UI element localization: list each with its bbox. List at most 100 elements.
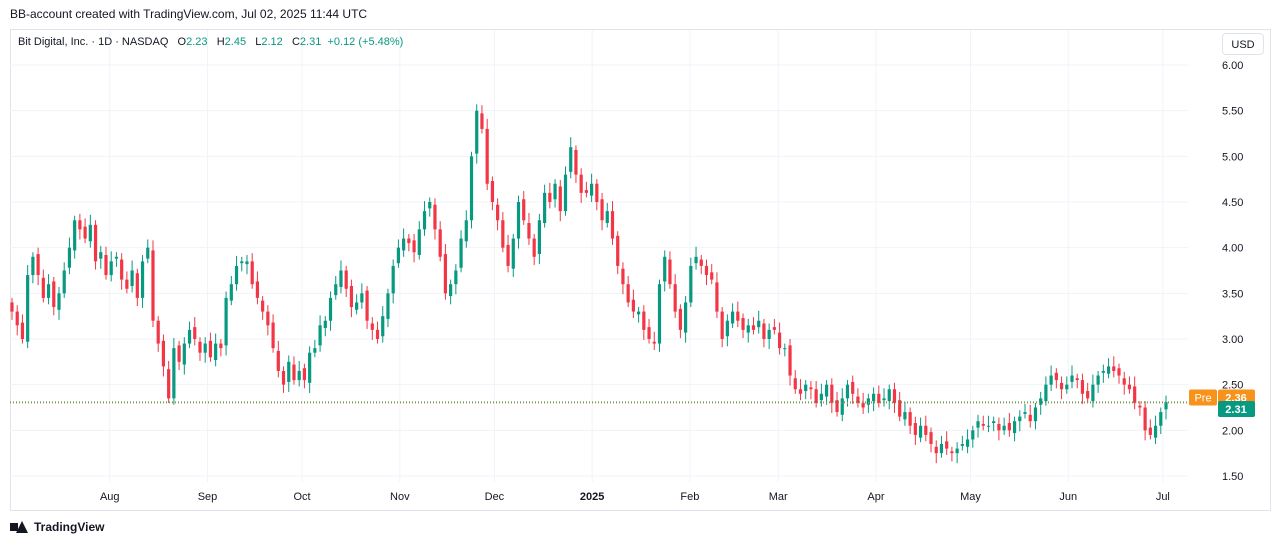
tradingview-footer[interactable]: TradingView [10, 520, 104, 534]
candle [856, 388, 860, 408]
candle [161, 334, 166, 377]
candle [417, 221, 421, 260]
candle-body [1028, 414, 1032, 422]
candle-body [438, 229, 442, 257]
candle [172, 338, 176, 405]
candle-body [245, 261, 249, 265]
candle [156, 316, 160, 352]
candle-body [1023, 412, 1027, 414]
candle [1133, 376, 1137, 410]
candle [1164, 395, 1168, 420]
candle [433, 198, 437, 240]
candle [402, 228, 406, 257]
candle-body [856, 396, 860, 403]
candle [140, 254, 145, 308]
candle [1018, 410, 1022, 432]
candle [877, 385, 881, 408]
candle [986, 415, 991, 433]
candle [485, 118, 489, 191]
candle [255, 271, 260, 305]
candle [736, 301, 740, 328]
candle [1044, 376, 1048, 406]
candle [20, 314, 25, 344]
candle [621, 262, 625, 295]
candle-body [1148, 427, 1152, 435]
candle [41, 269, 45, 303]
candle-body [830, 384, 834, 403]
candle-body [1018, 416, 1022, 422]
candle [600, 192, 604, 231]
candle [824, 380, 829, 405]
candle-body [772, 327, 776, 330]
candle-body [704, 265, 709, 276]
candle-body [276, 350, 280, 371]
candle-series [10, 104, 1168, 464]
candle [182, 337, 186, 375]
candle [1007, 412, 1011, 437]
candle-body [840, 398, 844, 415]
candle [10, 297, 14, 320]
candle [657, 279, 662, 352]
candle-body [1080, 380, 1085, 394]
candle-body [543, 192, 547, 224]
x-tick-label: Oct [294, 491, 311, 503]
candle [631, 289, 635, 318]
candle [375, 321, 380, 344]
candle [882, 388, 886, 407]
candle-body [10, 302, 14, 312]
candle-body [600, 199, 604, 221]
candle [871, 387, 876, 412]
candle [772, 318, 776, 335]
candle [381, 306, 385, 343]
candle-body [417, 229, 421, 255]
candle [537, 213, 541, 265]
candle-body [485, 128, 489, 184]
candle-body [99, 252, 103, 259]
candle [898, 391, 902, 422]
candle-body [689, 265, 693, 303]
candle-body [678, 308, 682, 330]
candle-body [156, 320, 160, 344]
candle-body [981, 423, 985, 426]
candle [193, 317, 197, 346]
candle [130, 260, 134, 293]
pre-label-box [1189, 389, 1217, 406]
last-price-box [1218, 401, 1255, 418]
candle-body [777, 332, 782, 349]
candle [637, 307, 641, 323]
candle [579, 168, 583, 203]
candle [992, 416, 996, 432]
candle [302, 363, 307, 389]
candle-body [130, 270, 134, 287]
candle [224, 291, 228, 356]
candle [840, 388, 844, 422]
candle-body [605, 211, 609, 224]
candle-body [845, 384, 850, 399]
candle [26, 265, 30, 349]
candle-body [203, 343, 207, 353]
candle-body [1086, 391, 1090, 399]
y-tick-label: 1.50 [1222, 471, 1243, 483]
candle-body [234, 265, 239, 285]
candle-body [584, 190, 588, 193]
candle [219, 339, 223, 357]
candle [689, 257, 693, 308]
candle [725, 314, 729, 347]
candle-body [297, 370, 301, 381]
x-tick-label: Jun [1059, 491, 1077, 503]
candle-body [187, 329, 192, 344]
currency-button[interactable]: USD [1222, 33, 1264, 55]
open-value: 2.23 [186, 36, 208, 48]
candle [506, 234, 510, 273]
candle [234, 255, 239, 291]
candle-body [532, 238, 536, 257]
y-tick-label: 4.50 [1222, 197, 1243, 209]
candle-body [469, 156, 474, 221]
candle [616, 231, 620, 275]
candle-body [663, 256, 667, 282]
candle-body [1033, 407, 1038, 422]
candle-body [814, 389, 818, 403]
candle [699, 254, 703, 275]
candle [647, 318, 651, 344]
